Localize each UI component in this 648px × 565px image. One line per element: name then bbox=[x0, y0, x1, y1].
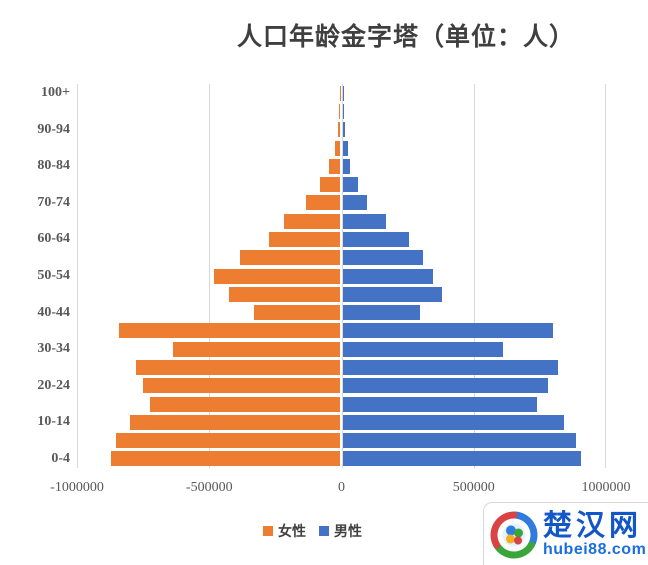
bar-female-40-44 bbox=[254, 305, 341, 321]
bar-male-15-19 bbox=[342, 396, 538, 412]
y-tick-label-70-74: 70-74 bbox=[37, 194, 70, 210]
hubei88-swirl-icon bbox=[490, 511, 538, 558]
plot-area bbox=[77, 84, 606, 468]
y-tick-label-20-24: 20-24 bbox=[37, 377, 70, 393]
bar-female-85-89 bbox=[335, 140, 341, 156]
bar-male-75-79 bbox=[342, 177, 358, 193]
bar-male-45-49 bbox=[342, 286, 443, 302]
bar-female-100+ bbox=[339, 85, 341, 101]
bar-male-10-14 bbox=[342, 414, 565, 430]
bar-female-50-54 bbox=[214, 268, 341, 284]
bar-female-65-69 bbox=[284, 213, 341, 229]
logo-site-name: 楚汉网 bbox=[543, 509, 643, 542]
bar-male-100+ bbox=[342, 85, 344, 101]
y-tick-label-80-84: 80-84 bbox=[37, 158, 70, 174]
bar-female-20-24 bbox=[142, 378, 341, 394]
bar-female-90-94 bbox=[338, 122, 341, 138]
bar-female-30-34 bbox=[173, 341, 341, 357]
legend: 女性 男性 bbox=[263, 521, 362, 541]
bar-male-70-74 bbox=[342, 195, 367, 211]
bar-male-65-69 bbox=[342, 213, 386, 229]
x-tick-label-0: 0 bbox=[338, 480, 345, 495]
bar-female-0-4 bbox=[111, 451, 341, 467]
bar-male-0-4 bbox=[342, 451, 582, 467]
x-tick-label-1000000: 1000000 bbox=[581, 480, 631, 495]
y-tick-label-0-4: 0-4 bbox=[51, 450, 70, 466]
bar-male-30-34 bbox=[342, 341, 503, 357]
bar-female-25-29 bbox=[135, 359, 341, 375]
bar-male-25-29 bbox=[342, 359, 559, 375]
gridline--500000 bbox=[209, 84, 211, 468]
y-tick-label-60-64: 60-64 bbox=[37, 231, 70, 247]
x-tick-label-500000: 500000 bbox=[452, 480, 495, 495]
y-tick-label-90-94: 90-94 bbox=[37, 121, 70, 137]
bar-female-95-99 bbox=[339, 103, 341, 119]
bar-female-35-39 bbox=[118, 323, 341, 339]
gridline-1000000 bbox=[605, 84, 606, 468]
bar-male-5-9 bbox=[342, 433, 576, 449]
legend-label-male: 男性 bbox=[334, 525, 362, 540]
logo-text: 楚汉网 hubei88.com bbox=[543, 509, 647, 558]
bar-male-80-84 bbox=[342, 158, 350, 174]
bar-female-5-9 bbox=[116, 433, 341, 449]
bar-female-75-79 bbox=[319, 177, 341, 193]
bar-male-55-59 bbox=[342, 250, 423, 266]
gridline-500000 bbox=[473, 84, 475, 468]
bar-female-60-64 bbox=[269, 231, 341, 247]
bar-female-80-84 bbox=[329, 158, 341, 174]
female-swatch-icon bbox=[263, 526, 273, 536]
x-tick-label--500000: -500000 bbox=[185, 480, 233, 495]
bar-female-55-59 bbox=[240, 250, 341, 266]
bar-female-10-14 bbox=[130, 414, 341, 430]
bar-male-95-99 bbox=[342, 103, 344, 119]
bar-male-60-64 bbox=[342, 231, 409, 247]
y-tick-label-30-34: 30-34 bbox=[37, 341, 70, 357]
bar-female-70-74 bbox=[306, 195, 341, 211]
x-tick-label--1000000: -1000000 bbox=[50, 480, 104, 495]
gridline--1000000 bbox=[77, 84, 78, 468]
bar-female-15-19 bbox=[150, 396, 341, 412]
legend-item-male: 男性 bbox=[319, 521, 362, 541]
legend-item-female: 女性 bbox=[263, 521, 306, 541]
bar-male-90-94 bbox=[342, 122, 346, 138]
y-tick-label-40-44: 40-44 bbox=[37, 304, 70, 320]
y-tick-label-50-54: 50-54 bbox=[37, 268, 70, 283]
bar-male-85-89 bbox=[342, 140, 348, 156]
bar-male-40-44 bbox=[342, 305, 420, 321]
bar-male-20-24 bbox=[342, 378, 548, 394]
chart-title: 人口年龄金字塔（单位：人） bbox=[236, 24, 576, 51]
bar-male-35-39 bbox=[342, 323, 554, 339]
male-swatch-icon bbox=[319, 526, 329, 536]
logo-site-url: hubei88.com bbox=[543, 540, 647, 558]
hubei88-logo[interactable]: 楚汉网 hubei88.com bbox=[483, 502, 648, 565]
bar-male-50-54 bbox=[342, 268, 434, 284]
y-tick-label-100+: 100+ bbox=[41, 85, 70, 101]
gridline-0 bbox=[341, 84, 343, 468]
legend-label-female: 女性 bbox=[278, 525, 306, 540]
bar-female-45-49 bbox=[229, 286, 341, 302]
y-tick-label-10-14: 10-14 bbox=[37, 414, 70, 430]
